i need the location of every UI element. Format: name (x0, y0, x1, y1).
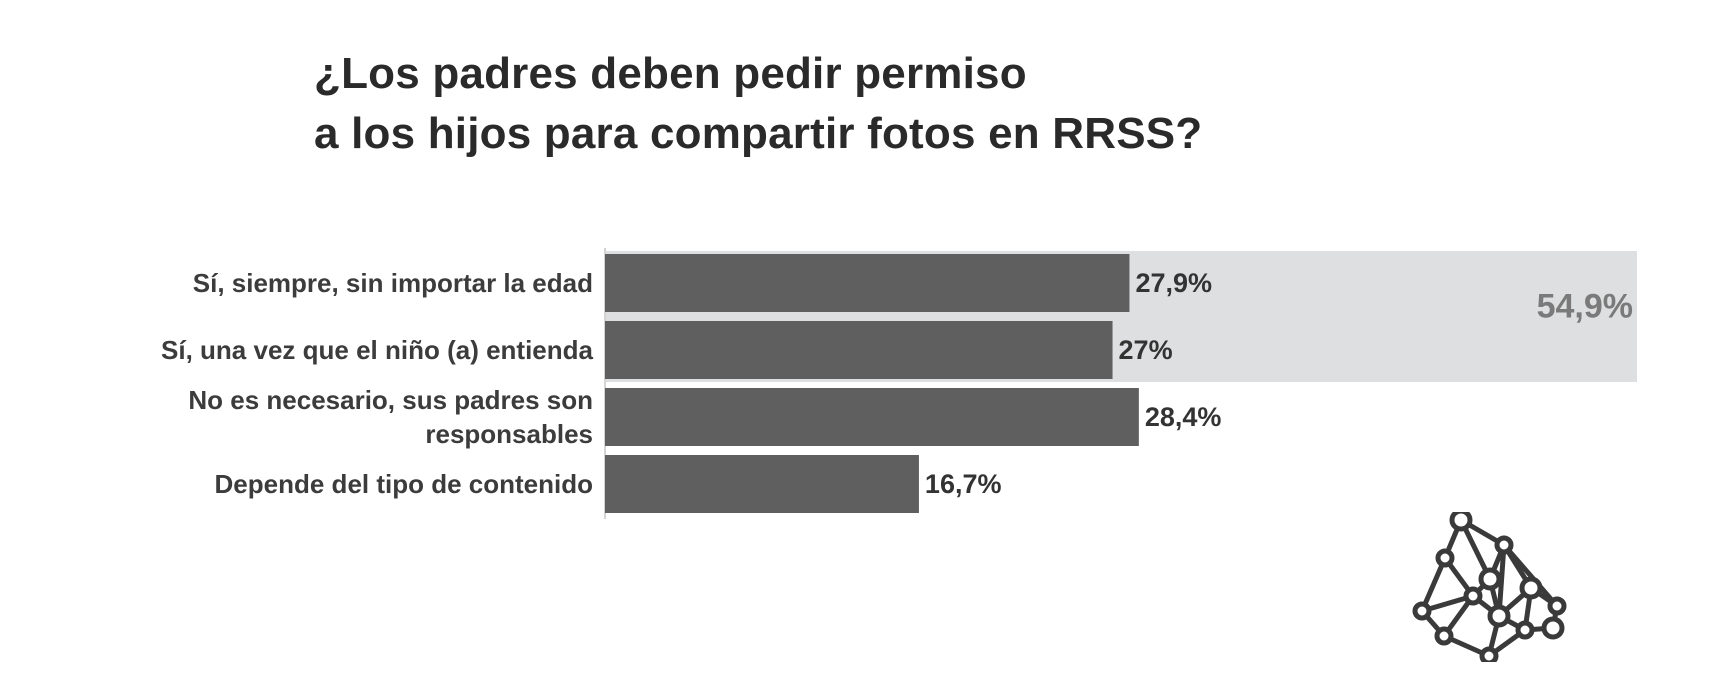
bar-0 (605, 254, 1130, 312)
value-label-1: 27% (1119, 335, 1173, 365)
logo-network-graph (1412, 512, 1567, 662)
category-label-2-line-0: No es necesario, sus padres son (188, 385, 593, 415)
chart-title-line-1: ¿Los padres deben pedir permiso (314, 49, 1027, 98)
category-label-2-line-1: responsables (425, 419, 593, 449)
bar-chart: 54,9% 27,9% Sí, siempre, sin importar la e… (161, 248, 1637, 519)
chart-title: ¿Los padres deben pedir permiso a los hi… (314, 44, 1202, 164)
chart-title-line-2: a los hijos para compartir fotos en RRSS… (314, 109, 1203, 158)
group-total-label-0: 54,9% (1537, 287, 1633, 325)
value-label-3: 16,7% (925, 469, 1002, 499)
bar-3 (605, 455, 919, 513)
category-label-3: Depende del tipo de contenido (215, 469, 593, 499)
bar-1 (605, 321, 1113, 379)
bar-2 (605, 388, 1139, 446)
network-nodes-icon (1412, 512, 1567, 662)
category-label-1: Sí, una vez que el niño (a) entienda (161, 335, 593, 365)
value-label-0: 27,9% (1135, 268, 1212, 298)
category-label-0: Sí, siempre, sin importar la edad (193, 268, 593, 298)
value-label-2: 28,4% (1145, 402, 1222, 432)
